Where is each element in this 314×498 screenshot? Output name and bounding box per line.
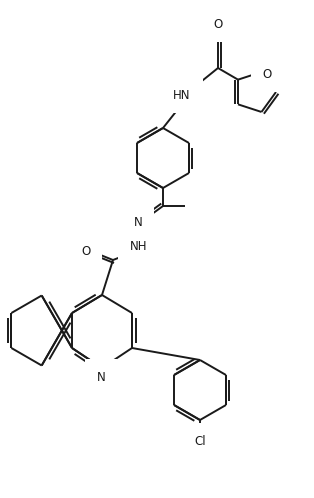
Text: O: O <box>81 245 91 257</box>
Text: O: O <box>263 68 272 81</box>
Text: N: N <box>97 371 106 383</box>
Text: NH: NH <box>130 240 148 252</box>
Text: O: O <box>214 17 223 30</box>
Text: Cl: Cl <box>194 434 206 448</box>
Text: HN: HN <box>173 89 191 102</box>
Text: N: N <box>134 216 142 229</box>
